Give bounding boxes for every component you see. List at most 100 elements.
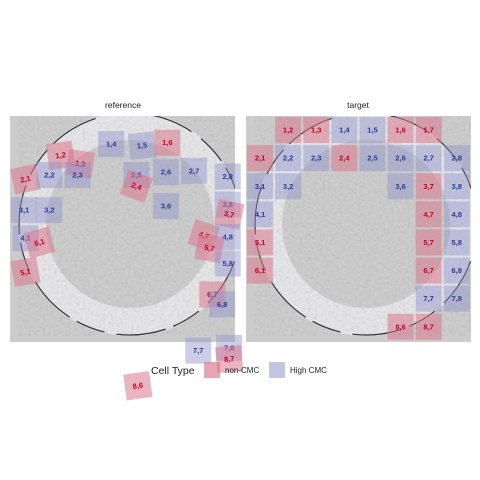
panel-title: reference (105, 100, 141, 110)
tile-label: 1,3 (311, 126, 321, 135)
tile-label: 8,6 (395, 322, 405, 331)
tissue-image (254, 116, 471, 336)
tile-rect (152, 159, 179, 186)
tile-label: 4,1 (255, 210, 265, 219)
tile-label: 1,6 (395, 126, 405, 135)
tile: 3,1 (11, 197, 38, 224)
tile-label: 5,8 (223, 259, 233, 268)
tile-rect (127, 131, 157, 160)
tile: 1,7 (415, 117, 442, 144)
legend-label-non-cmc: non-CMC (225, 366, 259, 375)
tile-rect (152, 192, 179, 219)
tile-rect (443, 145, 470, 172)
tile-label: 6,7 (207, 290, 217, 299)
tile-label: 3,7 (423, 182, 433, 191)
tile-rect (36, 197, 63, 224)
tile-rect (98, 131, 125, 158)
tile: 3,7 (415, 173, 442, 200)
tile: 3,6 (152, 192, 179, 219)
tile-rect (443, 285, 470, 312)
tile-label: 2,4 (130, 180, 144, 192)
legend-label-high-cmc: High CMC (290, 366, 327, 375)
tile: 2,3 (64, 162, 91, 189)
tile-rect (214, 250, 241, 277)
tile-label: 1,4 (106, 140, 117, 149)
tile: 2,4 (119, 169, 154, 203)
tile-label: 5,7 (204, 243, 216, 254)
tile-label: 1,2 (55, 150, 67, 160)
tile-label: 5,7 (423, 238, 433, 247)
tile-rect (247, 173, 274, 200)
tile-label: 6,1 (33, 237, 45, 248)
panel-title: target (347, 100, 369, 110)
tile-label: 1,5 (367, 126, 377, 135)
tile-rect (415, 257, 442, 284)
tile-label: 3,2 (44, 206, 54, 215)
tile-rect (387, 145, 414, 172)
tile: 3,8 (443, 173, 470, 200)
tile: 5,1 (247, 229, 274, 256)
tile-rect (213, 198, 245, 230)
tile: 2,2 (275, 145, 302, 172)
tissue-image (18, 116, 235, 336)
tile-rect (303, 117, 330, 144)
tile-rect (275, 145, 302, 172)
tile: 5,8 (214, 250, 241, 277)
tile-label: 3,8 (452, 182, 462, 191)
tile-rect (443, 173, 470, 200)
tile-rect (185, 337, 212, 364)
tile-rect (181, 157, 208, 184)
tile-label: 1,2 (283, 126, 293, 135)
tile-label: 7,7 (193, 346, 203, 355)
tile-label: 8,7 (423, 322, 433, 331)
tile-label: 2,1 (255, 154, 265, 163)
tile: 4,1 (247, 201, 274, 228)
tile-label: 2,1 (19, 174, 31, 185)
tile-rect (303, 145, 330, 172)
tile: 1,2 (275, 117, 302, 144)
tile-rect (36, 162, 63, 189)
tile-rect (247, 257, 274, 284)
tile-label: 2,3 (72, 171, 82, 180)
tile: 8,6 (387, 313, 414, 340)
tile-rect (214, 163, 241, 190)
tile-rect (415, 201, 442, 228)
tile-rect (247, 229, 274, 256)
tile-rect (275, 173, 302, 200)
tile-label: 1,5 (136, 140, 147, 150)
tile-label: 6,7 (423, 266, 433, 275)
tile-rect (64, 162, 91, 189)
tile-rect (247, 201, 274, 228)
tile-label: 2,4 (339, 154, 350, 163)
tile-rect (199, 281, 226, 308)
tile-label: 6,1 (255, 266, 265, 275)
legend-title: Cell Type (151, 365, 195, 377)
tile-rect (123, 371, 153, 401)
tile: 2,7 (181, 157, 208, 184)
tile: 1,4 (331, 117, 358, 144)
tile-rect (415, 117, 442, 144)
tissue-edge (254, 116, 471, 336)
tile: 2,5 (359, 145, 386, 172)
tile: 3,7 (213, 198, 245, 230)
tile-rect (11, 197, 38, 224)
tile-label: 2,7 (423, 154, 433, 163)
tissue-edge (18, 116, 235, 336)
tile: 2,8 (214, 163, 241, 190)
tile: 5,7 (415, 229, 442, 256)
tile-label: 3,6 (161, 201, 171, 210)
tile: 6,8 (443, 257, 470, 284)
tile-label: 6,8 (217, 300, 227, 309)
tile-label: 2,6 (161, 168, 171, 177)
tile-rect (415, 145, 442, 172)
tile: 4,7 (415, 201, 442, 228)
tile-rect (415, 285, 442, 312)
tile-layer: 1,2 1,3 1,4 1,5 1,6 1,7 2,1 2,2 2,3 2,4 2,5 2,6 2,7 2… (247, 117, 470, 340)
tile-label: 6,8 (452, 266, 462, 275)
tile-rect (415, 229, 442, 256)
tile: 7,7 (185, 337, 212, 364)
tile-label: 5,8 (452, 238, 462, 247)
tile: 1,5 (359, 117, 386, 144)
tile: 2,8 (443, 145, 470, 172)
tile: 1,5 (127, 131, 157, 160)
